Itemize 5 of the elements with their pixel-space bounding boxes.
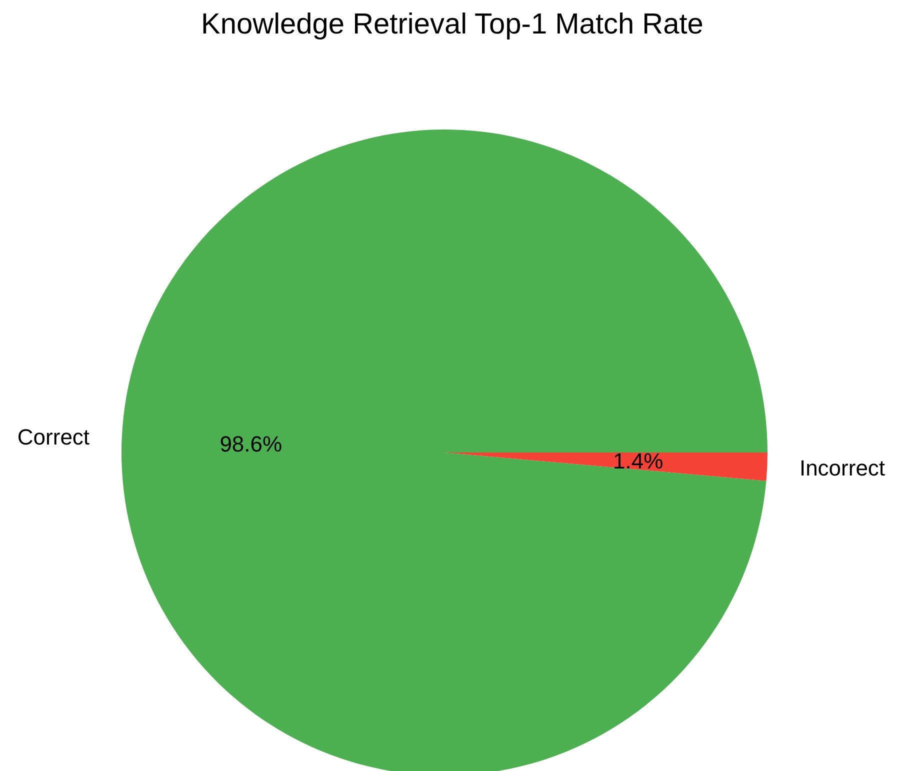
data-label: 98.6% [220,431,282,456]
slice-label: Correct [17,424,90,450]
slice-label: Incorrect [799,456,886,481]
chart-title: Knowledge Retrieval Top-1 Match Rate [201,8,704,40]
data-label: 1.4% [613,448,664,474]
